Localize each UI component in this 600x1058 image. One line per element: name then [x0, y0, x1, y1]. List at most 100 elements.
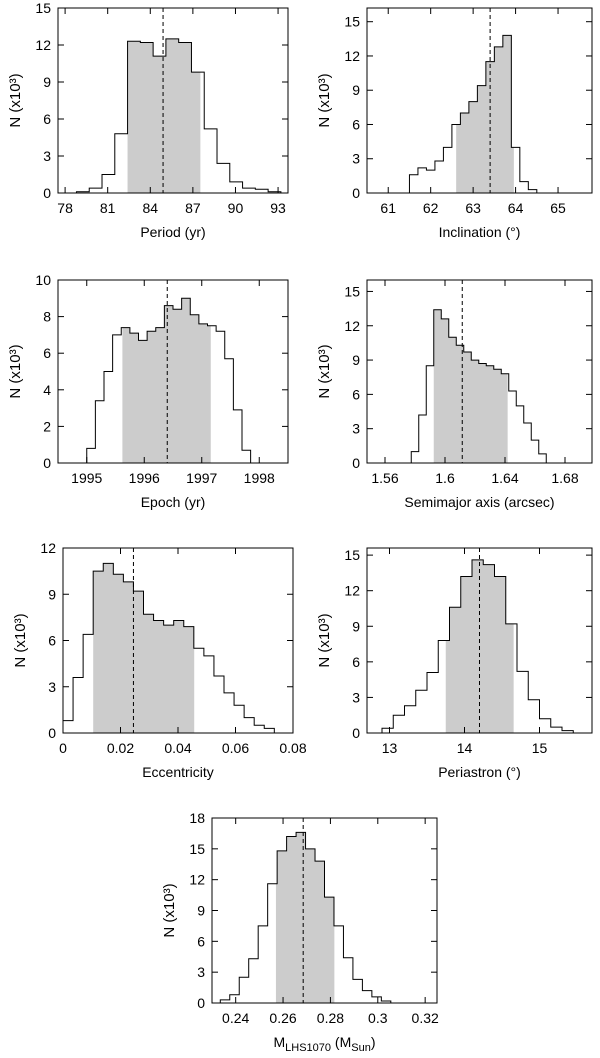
y-tick-label: 15: [344, 283, 360, 299]
x-axis-label: Inclination (°): [439, 224, 521, 240]
x-tick-label: 65: [550, 200, 566, 216]
histogram-bar: [242, 450, 251, 463]
y-tick-label: 9: [48, 586, 56, 602]
y-tick-label: 3: [197, 964, 205, 980]
histogram-outline: [410, 309, 547, 463]
histogram-bar: [102, 175, 115, 194]
y-tick-label: 12: [35, 37, 51, 53]
x-axis-label: Period (yr): [140, 224, 205, 240]
shaded-bin: [173, 309, 183, 463]
histogram-bar: [268, 884, 277, 1003]
shaded-bin: [129, 333, 139, 463]
shaded-bin: [153, 56, 167, 193]
y-tick-label: 0: [43, 185, 51, 201]
histogram-bar: [217, 163, 230, 193]
x-tick-label: 63: [465, 200, 481, 216]
x-tick-label: 90: [228, 200, 244, 216]
x-tick-label: 93: [270, 200, 286, 216]
shaded-bin: [315, 861, 325, 1003]
y-tick-label: 12: [40, 540, 56, 556]
y-tick-label: 9: [43, 74, 51, 90]
x-tick-label: 0.28: [317, 1010, 344, 1026]
y-tick-label: 18: [189, 810, 205, 826]
histogram-bar: [405, 706, 416, 733]
histogram-bar: [254, 725, 264, 733]
shaded-bin: [511, 147, 514, 193]
histogram-bar: [255, 189, 268, 193]
histogram-bar: [334, 926, 343, 1003]
shaded-bin: [173, 620, 185, 733]
shaded-bin: [494, 576, 507, 733]
x-axis-label: Epoch (yr): [141, 494, 206, 510]
histogram-bar: [244, 718, 254, 733]
shaded-bin: [165, 38, 180, 194]
y-tick-label: 12: [344, 583, 360, 599]
y-tick-label: 6: [352, 386, 360, 402]
y-axis-label: N (x10³): [316, 73, 333, 127]
y-tick-label: 15: [189, 841, 205, 857]
histogram-bar: [115, 134, 128, 193]
histogram-bar: [362, 991, 371, 1003]
histogram-bar: [87, 448, 96, 463]
x-tick-label: 84: [142, 200, 158, 216]
y-tick-label: 6: [43, 345, 51, 361]
shaded-bin: [286, 836, 297, 1003]
x-tick-label: 1.6: [435, 470, 455, 486]
histogram-panel-3: 1995 1996 1997 1998 0 2 4 6 8 10 Epoch (yr) N (x10³…: [7, 272, 289, 510]
shaded-bin: [123, 581, 134, 733]
histogram-bar: [230, 995, 239, 1003]
x-tick-label: 0.32: [412, 1010, 439, 1026]
y-tick-label: 6: [352, 654, 360, 670]
x-tick-label: 81: [100, 200, 116, 216]
histogram-bar: [516, 406, 524, 463]
shaded-bin: [207, 325, 211, 463]
plot-frame: [366, 279, 593, 464]
shaded-bin: [483, 564, 495, 733]
y-tick-label: 6: [197, 933, 205, 949]
shaded-bin: [305, 848, 316, 1003]
x-tick-label: 15: [532, 740, 548, 756]
histogram-bar: [427, 673, 438, 733]
plot-frame: [366, 7, 593, 194]
y-tick-label: 8: [43, 309, 51, 325]
shaded-bin: [138, 340, 148, 463]
y-tick-label: 9: [352, 82, 360, 98]
histogram-bar: [393, 715, 404, 733]
x-tick-label: 0.3: [368, 1010, 388, 1026]
histogram-panel-5: 0 0.02 0.04 0.06 0.08 0 3 6 9 12 Eccentricity N (x1…: [12, 540, 307, 780]
histogram-bar: [63, 721, 73, 733]
x-axis-label: Semimajor axis (arcsec): [404, 494, 554, 510]
histogram-bar: [204, 129, 217, 193]
y-tick-label: 0: [48, 725, 56, 741]
x-tick-label: 78: [57, 200, 73, 216]
shaded-bin: [191, 72, 201, 193]
shaded-bin: [494, 46, 504, 193]
y-tick-label: 15: [344, 547, 360, 563]
histogram-bar: [509, 391, 517, 463]
y-tick-label: 6: [48, 633, 56, 649]
x-tick-label: 1.56: [371, 470, 398, 486]
y-tick-label: 6: [352, 116, 360, 132]
x-tick-label: 1997: [186, 470, 217, 486]
x-tick-label: 13: [382, 740, 398, 756]
y-tick-label: 3: [352, 421, 360, 437]
shaded-bin: [478, 363, 487, 463]
histogram-bar: [353, 979, 362, 1003]
shaded-bin: [472, 559, 484, 733]
histogram-bar: [411, 452, 419, 463]
y-tick-label: 3: [48, 679, 56, 695]
shaded-bin: [155, 327, 165, 463]
shaded-bin: [456, 345, 465, 463]
y-tick-label: 15: [35, 0, 51, 16]
shaded-bin: [486, 365, 495, 463]
y-tick-label: 10: [35, 272, 51, 288]
y-tick-label: 3: [43, 148, 51, 164]
y-tick-label: 4: [43, 382, 51, 398]
histogram-bar: [233, 410, 242, 463]
histogram-bar: [258, 926, 267, 1003]
histogram-bar: [520, 182, 528, 193]
y-tick-label: 12: [189, 872, 205, 888]
shaded-bin: [181, 298, 191, 463]
x-tick-label: 64: [508, 200, 524, 216]
